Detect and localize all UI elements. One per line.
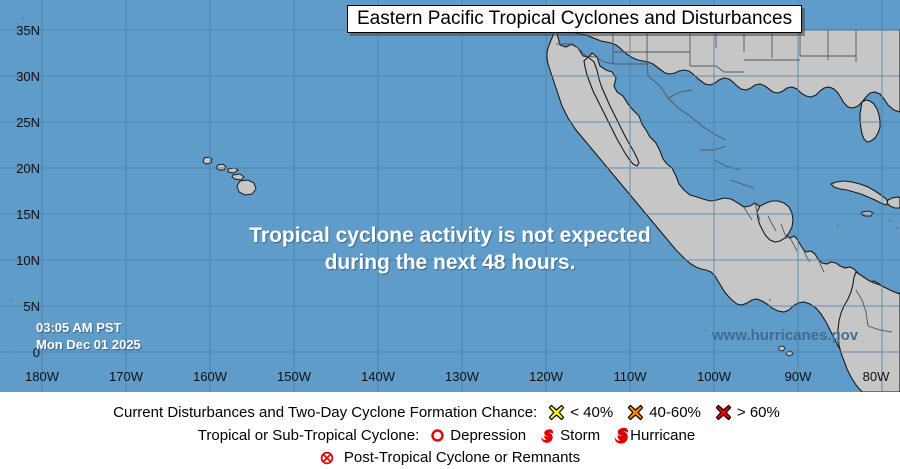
legend-chance-medium[interactable]: 40-60% <box>627 404 701 421</box>
depression-circle-icon <box>430 428 445 443</box>
legend-chance-medium-label: 40-60% <box>649 404 701 421</box>
timestamp-time: 03:05 AM PST <box>36 320 122 335</box>
lon-label-140w: 140W <box>361 369 395 384</box>
page-title: Eastern Pacific Tropical Cyclones and Di… <box>357 8 793 29</box>
legend-depression-label: Depression <box>450 427 527 444</box>
no-activity-message: Tropical cyclone activity is not expecte… <box>0 222 900 276</box>
north-america-landmass <box>546 28 900 392</box>
lat-label-25n: 25N <box>16 115 40 130</box>
legend-hurricane[interactable]: Hurricane <box>614 427 695 444</box>
usa-gulf-east-landmass <box>556 29 900 113</box>
map-graphic <box>0 0 900 392</box>
eastern-pacific-map[interactable]: 35N 30N 25N 20N 15N 10N 5N 0 180W 170W 1… <box>0 0 900 392</box>
lat-label-20n: 20N <box>16 161 40 176</box>
legend-chance-high[interactable]: > 60% <box>715 404 780 421</box>
lat-label-5n: 5N <box>23 299 40 314</box>
legend-cyclone-type-row: Tropical or Sub-Tropical Cyclone: Depres… <box>0 424 900 447</box>
lon-label-170w: 170W <box>109 369 143 384</box>
lon-label-90w: 90W <box>784 369 812 384</box>
oahu-island <box>215 163 227 171</box>
legend-post-tropical-label: Post-Tropical Cyclone or Remnants <box>343 449 581 466</box>
x-marker-red-icon <box>715 404 732 421</box>
legend-chance-low-label: < 40% <box>570 404 614 421</box>
map-title-box: Eastern Pacific Tropical Cyclones and Di… <box>347 5 803 33</box>
lon-label-100w: 100W <box>697 369 731 384</box>
storm-spiral-icon <box>540 428 555 444</box>
legend-storm-label: Storm <box>560 427 601 444</box>
legend-post-tropical[interactable]: Post-Tropical Cyclone or Remnants <box>320 449 580 466</box>
legend-storm[interactable]: Storm <box>540 427 600 444</box>
website-watermark: www.hurricanes.gov <box>712 327 859 344</box>
lat-label-35n: 35N <box>16 23 40 38</box>
legend-hurricane-label: Hurricane <box>630 427 696 444</box>
cuba-island <box>830 180 890 206</box>
hispaniola-island <box>886 196 900 209</box>
lon-label-120w: 120W <box>529 369 563 384</box>
legend-post-tropical-row: Post-Tropical Cyclone or Remnants <box>0 446 900 469</box>
maui-island <box>231 173 245 181</box>
lon-label-130w: 130W <box>445 369 479 384</box>
landmass-group <box>9 16 900 392</box>
timestamp-date: Mon Dec 01 2025 <box>36 337 141 352</box>
x-marker-orange-icon <box>627 404 644 421</box>
message-line-1: Tropical cyclone activity is not expecte… <box>249 224 651 247</box>
legend-formation-chance-row: Current Disturbances and Two-Day Cyclone… <box>0 401 900 424</box>
lon-label-180w: 180W <box>25 369 59 384</box>
message-line-2: during the next 48 hours. <box>324 251 576 274</box>
lat-label-30n: 30N <box>16 69 40 84</box>
map-gridlines <box>0 0 900 392</box>
lat-label-15n: 15N <box>16 207 40 222</box>
lat-label-0: 0 <box>32 345 40 360</box>
legend-chance-low[interactable]: < 40% <box>548 404 613 421</box>
map-legend: Current Disturbances and Two-Day Cyclone… <box>0 392 900 469</box>
issuance-timestamp: 03:05 AM PST Mon Dec 01 2025 <box>36 319 141 353</box>
legend-depression[interactable]: Depression <box>430 427 526 444</box>
lon-label-80w: 80W <box>862 369 890 384</box>
post-tropical-icon <box>320 451 334 465</box>
x-marker-yellow-icon <box>548 404 565 421</box>
lon-label-150w: 150W <box>277 369 311 384</box>
lat-label-10n: 10N <box>16 253 40 268</box>
legend-cyclone-type-label: Tropical or Sub-Tropical Cyclone: <box>197 427 420 444</box>
hawaiian-islands <box>202 156 257 196</box>
florida-peninsula <box>859 99 881 143</box>
legend-formation-chance-label: Current Disturbances and Two-Day Cyclone… <box>113 404 538 421</box>
legend-chance-high-label: > 60% <box>736 404 780 421</box>
lon-label-160w: 160W <box>193 369 227 384</box>
hawaii-big-island <box>236 179 257 196</box>
hurricane-spiral-icon <box>614 427 629 444</box>
lon-label-110w: 110W <box>613 369 647 384</box>
baja-california-peninsula <box>583 56 640 167</box>
kauai-island <box>202 156 213 165</box>
